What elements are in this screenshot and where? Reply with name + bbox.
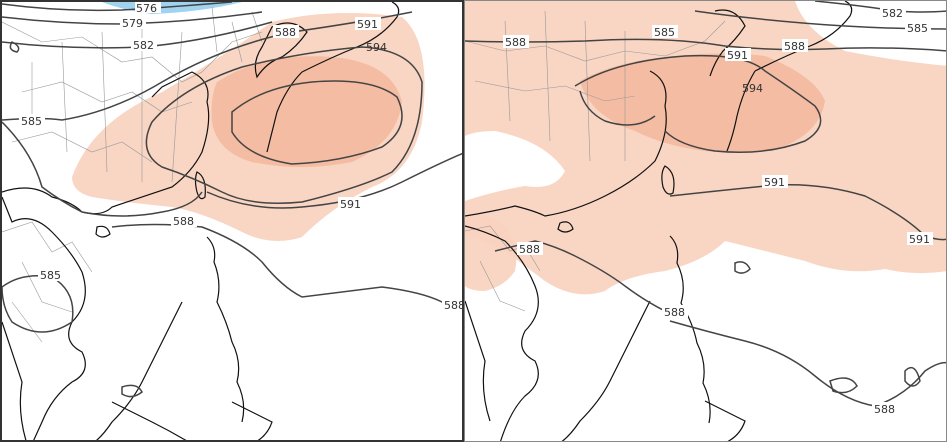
contour-label-576: 576 <box>136 2 157 15</box>
contour-label-591: 591 <box>909 233 930 246</box>
country-borders <box>465 10 726 312</box>
contour-label-582: 582 <box>882 7 903 20</box>
left-map-panel: 576 579 582 585 585 588 588 588 591 591 … <box>0 0 464 442</box>
contour-label-588: 588 <box>505 36 526 49</box>
cold-shading <box>102 2 242 14</box>
contour-label-591: 591 <box>727 49 748 62</box>
contour-label-585: 585 <box>907 22 928 35</box>
contour-label-585: 585 <box>40 269 61 282</box>
height-contours <box>2 2 462 398</box>
contour-labels: 576 579 582 585 585 588 588 588 591 591 … <box>19 2 464 312</box>
contour-label-591: 591 <box>340 198 361 211</box>
contour-label-588: 588 <box>444 299 464 312</box>
contour-label-588: 588 <box>173 215 194 228</box>
anomaly-shading-dark <box>580 53 825 153</box>
coastlines <box>465 1 853 441</box>
right-map-canvas: 582 585 585 588 588 588 588 588 591 591 … <box>465 1 946 441</box>
country-borders <box>2 6 263 343</box>
contour-label-588: 588 <box>784 40 805 53</box>
contour-label-588: 588 <box>519 243 540 256</box>
contour-label-591: 591 <box>764 176 785 189</box>
contour-label-591: 591 <box>357 18 378 31</box>
right-map-panel: 582 585 585 588 588 588 588 588 591 591 … <box>464 0 947 442</box>
contour-label-594: 594 <box>742 82 763 95</box>
contour-label-582: 582 <box>133 39 154 52</box>
contour-label-588: 588 <box>664 306 685 319</box>
contour-label-585: 585 <box>21 115 42 128</box>
contour-label-579: 579 <box>122 17 143 30</box>
left-map-canvas: 576 579 582 585 585 588 588 588 591 591 … <box>2 2 464 440</box>
contour-labels: 582 585 585 588 588 588 588 588 591 591 … <box>503 6 933 416</box>
height-contours <box>465 1 946 407</box>
contour-label-585: 585 <box>654 26 675 39</box>
contour-label-588: 588 <box>874 403 895 416</box>
contour-label-594: 594 <box>366 41 387 54</box>
coastlines <box>2 2 400 440</box>
contour-label-588: 588 <box>275 26 296 39</box>
anomaly-shading-dark <box>211 56 402 167</box>
anomaly-shading-left-land <box>465 214 517 291</box>
